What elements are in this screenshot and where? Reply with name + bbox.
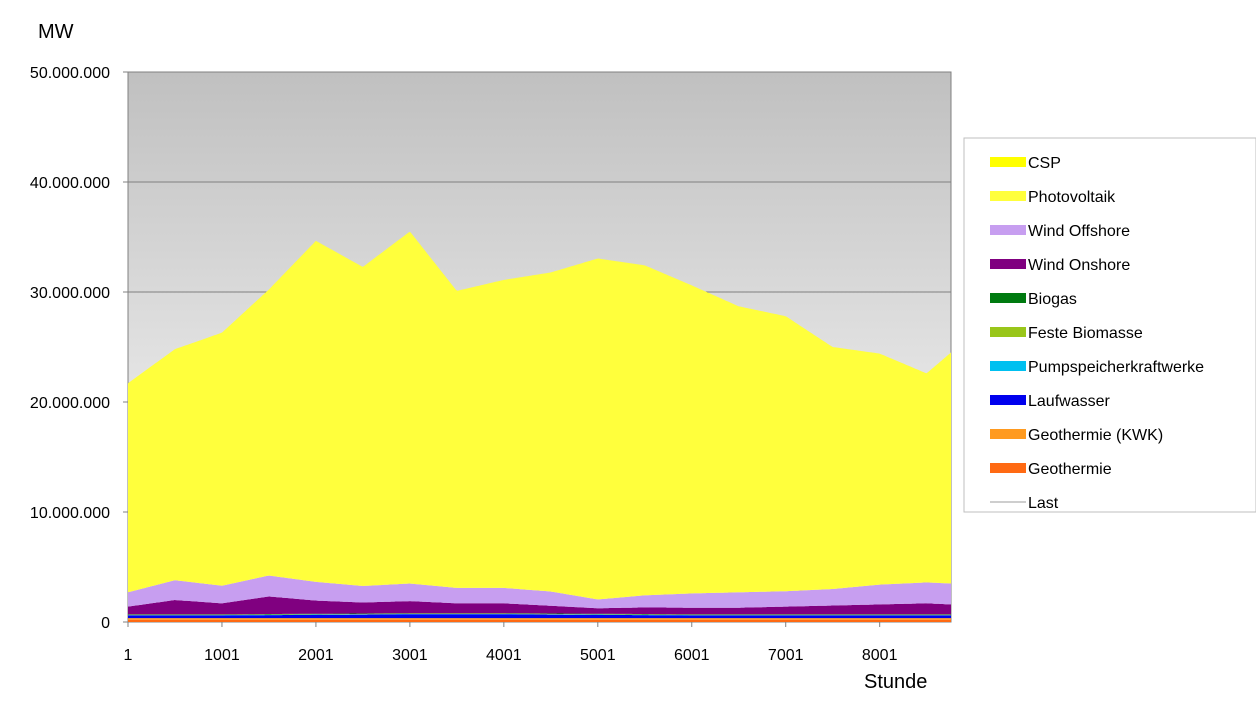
x-tick-label: 3001 bbox=[392, 647, 428, 664]
legend-label-geothermie-kwk: Geothermie (KWK) bbox=[1028, 427, 1163, 444]
series-area-photovoltaik bbox=[128, 232, 951, 600]
legend: CSP Photovoltaik Wind Offshore Wind Onshore… bbox=[963, 137, 1256, 513]
legend-swatch-feste-biomasse bbox=[990, 327, 1026, 337]
y-tick-label: 0 bbox=[101, 615, 110, 632]
series-area-feste-biomasse bbox=[128, 613, 951, 616]
x-tick-label: 7001 bbox=[768, 647, 804, 664]
legend-label-biogas: Biogas bbox=[1028, 291, 1077, 308]
series-area-wind-onshore bbox=[128, 596, 951, 615]
y-axis: 0 10.000.000 20.000.000 30.000.000 40.000.00… bbox=[30, 65, 128, 632]
y-tick-label: 10.000.000 bbox=[30, 505, 110, 522]
legend-label-wind-offshore: Wind Offshore bbox=[1028, 223, 1130, 240]
y-tick-label: 50.000.000 bbox=[30, 65, 110, 82]
x-tick-label: 8001 bbox=[862, 647, 898, 664]
legend-swatch-geothermie bbox=[990, 463, 1026, 473]
x-tick-label: 2001 bbox=[298, 647, 334, 664]
x-tick-label: 1 bbox=[124, 647, 133, 664]
legend-label-csp: CSP bbox=[1028, 155, 1061, 172]
x-tick-label: 1001 bbox=[204, 647, 240, 664]
legend-box bbox=[963, 137, 1256, 513]
x-axis-label: Stunde bbox=[864, 671, 927, 693]
legend-swatch-photovoltaik bbox=[990, 191, 1026, 201]
stacked-areas bbox=[128, 232, 951, 622]
legend-label-laufwasser: Laufwasser bbox=[1028, 393, 1110, 410]
legend-label-pumpspeicherkraftwerke: Pumpspeicherkraftwerke bbox=[1028, 359, 1204, 376]
series-area-wind-offshore bbox=[128, 575, 951, 609]
series-area-geothermie-kwk bbox=[128, 618, 951, 620]
legend-label-photovoltaik: Photovoltaik bbox=[1028, 189, 1116, 206]
x-tick-label: 5001 bbox=[580, 647, 616, 664]
y-tick-label: 20.000.000 bbox=[30, 395, 110, 412]
y-tick-label: 30.000.000 bbox=[30, 285, 110, 302]
legend-label-feste-biomasse: Feste Biomasse bbox=[1028, 325, 1143, 342]
legend-swatch-wind-offshore bbox=[990, 225, 1026, 235]
x-axis: 1 1001 2001 3001 4001 5001 6001 7001 8001 bbox=[124, 622, 898, 664]
y-tick-label: 40.000.000 bbox=[30, 175, 110, 192]
legend-swatch-pumpspeicherkraftwerke bbox=[990, 361, 1026, 371]
x-tick-label: 6001 bbox=[674, 647, 710, 664]
legend-swatch-biogas bbox=[990, 293, 1026, 303]
legend-swatch-csp bbox=[990, 157, 1026, 167]
legend-swatch-geothermie-kwk bbox=[990, 429, 1026, 439]
legend-label-geothermie: Geothermie bbox=[1028, 461, 1112, 478]
y-axis-label: MW bbox=[38, 21, 74, 43]
series-area-laufwasser bbox=[128, 614, 951, 619]
legend-swatch-laufwasser bbox=[990, 395, 1026, 405]
legend-label-last: Last bbox=[1028, 495, 1059, 512]
legend-swatch-wind-onshore bbox=[990, 259, 1026, 269]
series-area-biogas bbox=[128, 613, 951, 615]
legend-label-wind-onshore: Wind Onshore bbox=[1028, 257, 1130, 274]
series-area-geothermie bbox=[128, 619, 951, 622]
x-tick-label: 4001 bbox=[486, 647, 522, 664]
